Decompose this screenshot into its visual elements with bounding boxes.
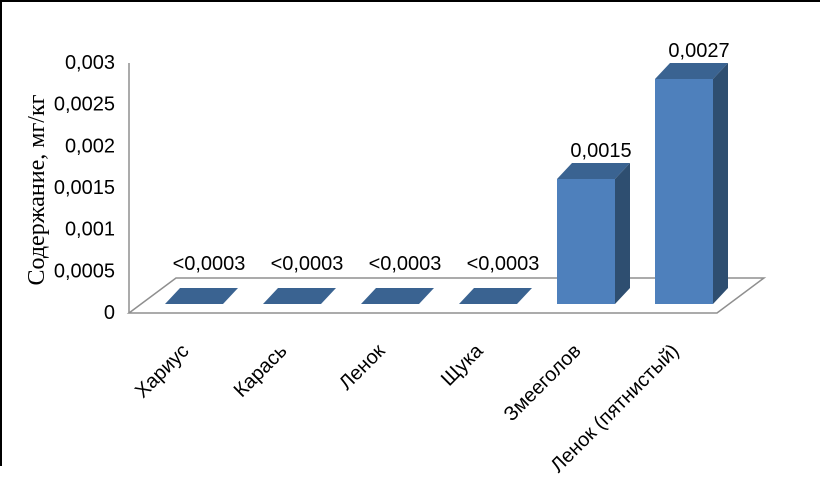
bar-top-face [557, 163, 630, 179]
bar-flat-top-face [165, 288, 238, 304]
bar-side-face [615, 163, 630, 304]
category-label: Хариус [131, 340, 194, 403]
bar-front-face [655, 79, 713, 304]
y-axis-tick-label: 0,0015 [54, 177, 115, 199]
y-axis-tick-label: 0,0005 [54, 260, 115, 282]
y-axis-tick-label: 0 [104, 302, 115, 324]
bar-front-face [557, 179, 615, 304]
category-label: Ленок [335, 340, 390, 395]
frame-border-top [0, 0, 820, 2]
bar-side-face [713, 63, 728, 304]
bar-flat-top-face [361, 288, 434, 304]
bar-data-label: <0,0003 [271, 253, 344, 275]
bar-data-label: 0,0027 [668, 40, 729, 62]
y-axis-tick-label: 0,003 [65, 52, 115, 74]
bar-flat-top-face [263, 288, 336, 304]
category-label: Карась [230, 340, 292, 402]
bar-top-face [655, 63, 728, 79]
category-label: Змееголов [500, 340, 586, 426]
bar-data-label: 0,0015 [570, 140, 631, 162]
y-axis-tick-label: 0,002 [65, 135, 115, 157]
bar-flat-top-face [459, 288, 532, 304]
frame-border-left [0, 0, 2, 466]
bar-data-label: <0,0003 [369, 253, 442, 275]
bar-data-label: <0,0003 [173, 253, 246, 275]
y-axis-title: Содержание, мг/кг [24, 94, 50, 285]
y-axis-tick-label: 0,0025 [54, 94, 115, 116]
bar-data-label: <0,0003 [467, 253, 540, 275]
category-label: Щука [437, 339, 488, 390]
y-axis-tick-label: 0,001 [65, 219, 115, 241]
